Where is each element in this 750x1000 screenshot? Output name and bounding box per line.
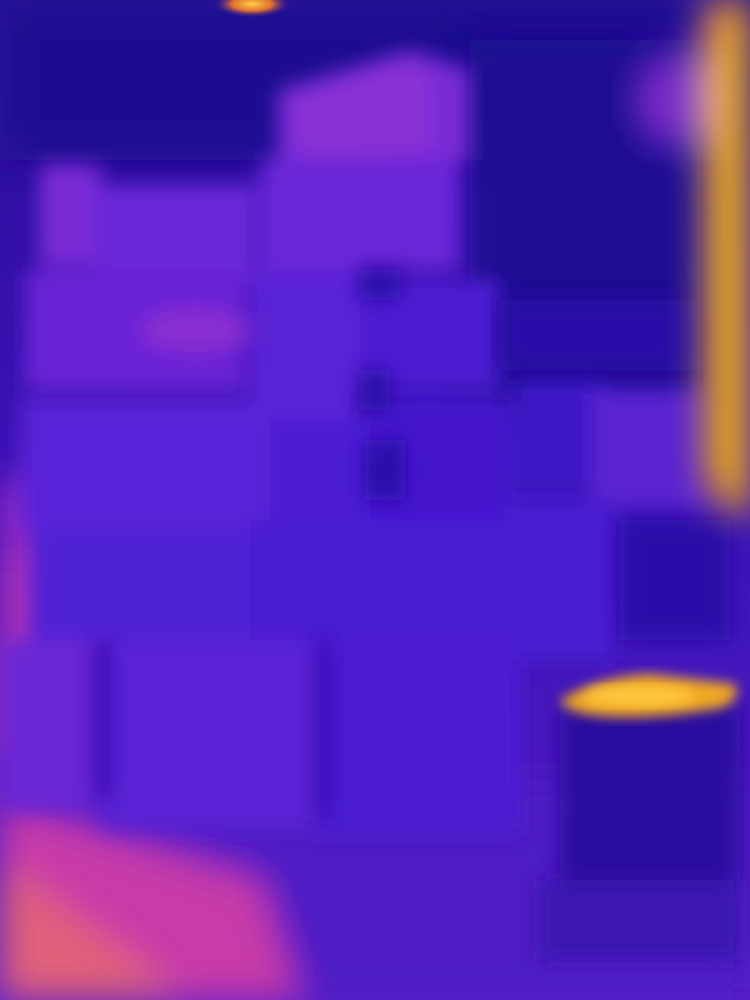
- chair: [540, 674, 740, 960]
- ceiling-lamp: [212, 0, 292, 18]
- box-pile: [0, 50, 710, 835]
- heat-source-right: [634, 0, 750, 520]
- box-gaps: [96, 270, 730, 820]
